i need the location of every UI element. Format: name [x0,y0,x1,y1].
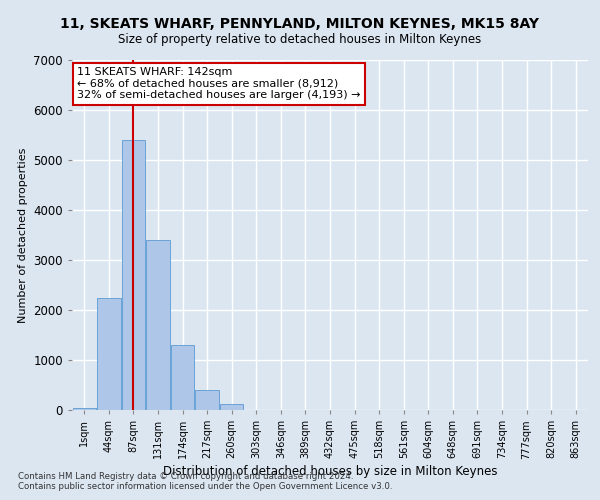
Bar [122,140,145,410]
Bar [97,298,121,410]
Bar [146,240,170,410]
Y-axis label: Number of detached properties: Number of detached properties [18,148,28,322]
Text: Size of property relative to detached houses in Milton Keynes: Size of property relative to detached ho… [118,32,482,46]
Text: 11 SKEATS WHARF: 142sqm
← 68% of detached houses are smaller (8,912)
32% of semi: 11 SKEATS WHARF: 142sqm ← 68% of detache… [77,67,361,100]
Text: 11, SKEATS WHARF, PENNYLAND, MILTON KEYNES, MK15 8AY: 11, SKEATS WHARF, PENNYLAND, MILTON KEYN… [61,18,539,32]
Bar [73,408,96,410]
Text: Contains public sector information licensed under the Open Government Licence v3: Contains public sector information licen… [18,482,392,491]
Bar [196,390,219,410]
Text: Contains HM Land Registry data © Crown copyright and database right 2024.: Contains HM Land Registry data © Crown c… [18,472,353,481]
Bar [171,345,194,410]
X-axis label: Distribution of detached houses by size in Milton Keynes: Distribution of detached houses by size … [163,466,497,478]
Bar [220,404,244,410]
